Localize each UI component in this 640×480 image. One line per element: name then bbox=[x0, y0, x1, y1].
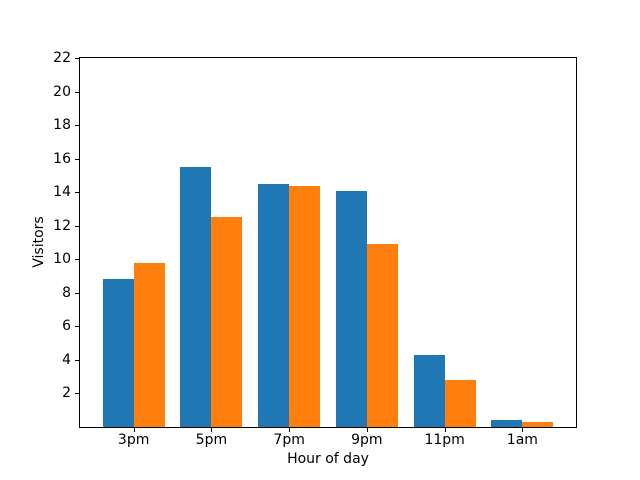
bar-blue-1am bbox=[491, 420, 523, 427]
y-tick-mark bbox=[75, 57, 80, 59]
bar-orange-3pm bbox=[133, 262, 165, 427]
y-tick-label: 16 bbox=[53, 150, 71, 167]
y-tick-mark bbox=[75, 392, 80, 394]
x-tick-mark bbox=[133, 427, 135, 432]
x-tick-label: 9pm bbox=[351, 432, 383, 448]
y-tick-mark bbox=[75, 225, 80, 227]
plot-area bbox=[79, 57, 577, 428]
y-tick-label: 12 bbox=[53, 217, 71, 234]
x-tick-mark bbox=[521, 427, 523, 432]
y-tick-label: 6 bbox=[62, 318, 71, 335]
y-tick-mark bbox=[75, 124, 80, 126]
y-tick-mark bbox=[75, 191, 80, 193]
y-tick-mark bbox=[75, 292, 80, 294]
x-tick-mark bbox=[210, 427, 212, 432]
x-axis-label: Hour of day bbox=[287, 451, 369, 467]
bar-blue-11pm bbox=[413, 354, 445, 427]
y-tick-label: 10 bbox=[53, 251, 71, 268]
bar-blue-9pm bbox=[335, 190, 367, 427]
y-tick-mark bbox=[75, 325, 80, 327]
bar-orange-1am bbox=[522, 421, 554, 427]
y-tick-label: 22 bbox=[53, 50, 71, 66]
x-tick-label: 7pm bbox=[273, 432, 305, 448]
y-tick-label: 4 bbox=[62, 351, 71, 368]
bar-blue-7pm bbox=[258, 183, 290, 427]
bar-blue-5pm bbox=[180, 167, 212, 427]
x-tick-label: 11pm bbox=[424, 432, 465, 448]
x-tick-label: 3pm bbox=[117, 432, 150, 448]
y-tick-mark bbox=[75, 158, 80, 160]
y-tick-label: 20 bbox=[53, 83, 71, 100]
y-tick-mark bbox=[75, 91, 80, 93]
x-tick-mark bbox=[366, 427, 368, 432]
y-tick-label: 18 bbox=[53, 117, 71, 134]
bar-orange-5pm bbox=[211, 217, 243, 427]
x-tick-mark bbox=[288, 427, 290, 432]
y-tick-mark bbox=[75, 359, 80, 361]
x-tick-mark bbox=[444, 427, 446, 432]
bar-blue-3pm bbox=[102, 279, 134, 427]
bar-orange-11pm bbox=[444, 380, 476, 427]
y-tick-label: 2 bbox=[62, 385, 71, 402]
x-tick-label: 1am bbox=[506, 432, 538, 448]
y-tick-label: 8 bbox=[62, 284, 71, 301]
bar-orange-9pm bbox=[366, 244, 398, 427]
y-tick-label: 14 bbox=[53, 184, 71, 201]
x-tick-label: 5pm bbox=[195, 432, 228, 448]
y-tick-mark bbox=[75, 258, 80, 260]
bar-orange-7pm bbox=[289, 186, 321, 427]
